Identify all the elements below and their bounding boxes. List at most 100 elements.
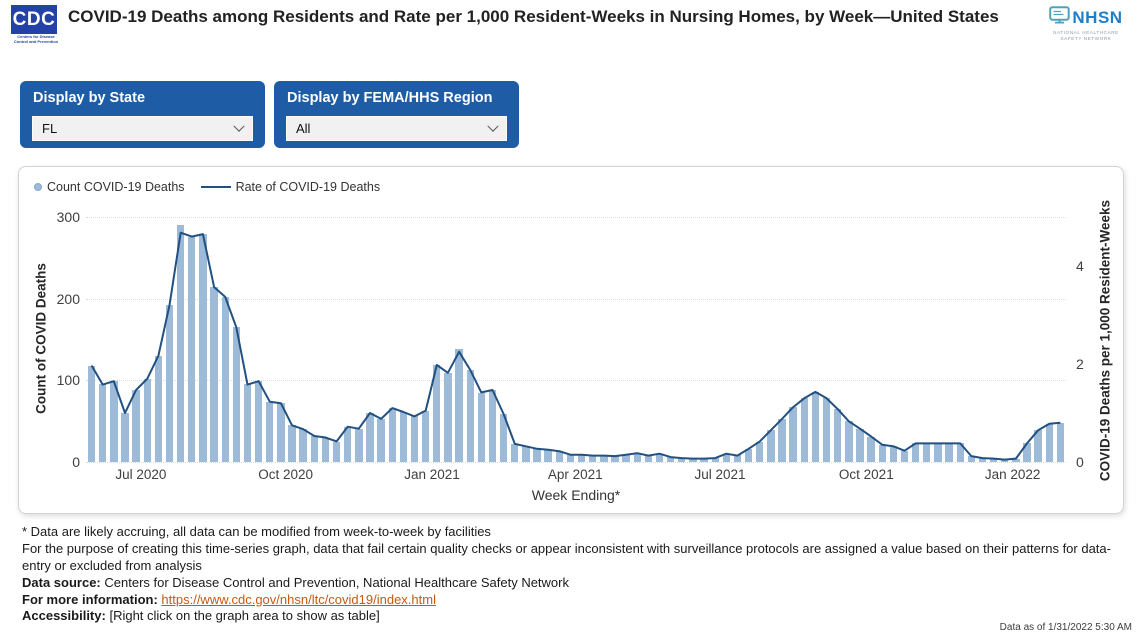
bar-week-2/28/2021[interactable] (522, 446, 530, 462)
bar-week-7/26/2020[interactable] (176, 225, 185, 462)
bar-week-11/14/2021[interactable] (934, 443, 942, 462)
bar-week-5/30/2021[interactable] (666, 457, 675, 462)
bar-week-3/28/2021[interactable] (566, 454, 575, 462)
bar-week-12/6/2020[interactable] (388, 408, 396, 462)
bar-week-11/1/2020[interactable] (332, 441, 341, 462)
bar-week-1/17/2021[interactable] (455, 349, 463, 462)
bar-week-8/29/2021[interactable] (811, 391, 820, 462)
bar-week-8/15/2021[interactable] (789, 407, 797, 462)
bar-week-1/23/2022[interactable] (1045, 423, 1053, 462)
bar-week-6/28/2020[interactable] (132, 390, 140, 462)
bar-week-9/20/2020[interactable] (266, 401, 274, 462)
region-dropdown[interactable]: All (286, 116, 507, 141)
bar-week-5/31/2020[interactable] (87, 365, 96, 462)
bar-week-7/5/2020[interactable] (143, 378, 151, 462)
gridline (86, 298, 1066, 300)
bar-week-4/11/2021[interactable] (589, 455, 597, 462)
bar-week-5/9/2021[interactable] (633, 453, 641, 462)
bar-week-5/16/2021[interactable] (644, 455, 653, 462)
bar-week-10/25/2020[interactable] (321, 437, 330, 462)
bar-week-10/11/2020[interactable] (299, 429, 307, 462)
bar-week-9/6/2020[interactable] (243, 384, 252, 462)
bar-week-6/21/2020[interactable] (121, 413, 129, 462)
bar-week-11/21/2021[interactable] (945, 443, 953, 462)
bar-week-10/4/2020[interactable] (288, 425, 296, 462)
bar-week-4/4/2021[interactable] (577, 454, 586, 462)
bar-week-1/24/2021[interactable] (466, 369, 474, 462)
bar-week-10/3/2021[interactable] (867, 436, 875, 462)
bar-week-1/31/2021[interactable] (477, 392, 486, 462)
bar-week-4/25/2021[interactable] (611, 456, 619, 462)
bar-week-10/24/2021[interactable] (900, 450, 909, 462)
x-axis-tick: Jan 2021 (404, 467, 460, 482)
bar-week-3/21/2021[interactable] (555, 451, 563, 462)
bar-week-3/7/2021[interactable] (533, 448, 541, 462)
bar-week-11/7/2021[interactable] (923, 443, 931, 462)
bar-week-6/13/2021[interactable] (689, 458, 697, 462)
rate-line[interactable] (90, 231, 1061, 461)
bar-week-12/19/2021[interactable] (989, 458, 998, 462)
bar-week-12/27/2020[interactable] (421, 410, 430, 462)
bar-week-7/19/2020[interactable] (165, 305, 174, 462)
footnote-accessibility: Accessibility: [Right click on the graph… (22, 608, 1128, 625)
bar-week-7/12/2020[interactable] (154, 355, 163, 462)
bar-week-6/14/2020[interactable] (110, 381, 118, 462)
bar-week-8/16/2020[interactable] (210, 287, 218, 462)
rate-series-swatch-icon (200, 186, 231, 188)
bar-week-1/16/2022[interactable] (1034, 430, 1042, 462)
bar-week-7/4/2021[interactable] (722, 453, 731, 462)
bar-week-2/21/2021[interactable] (511, 444, 519, 462)
bar-week-9/19/2021[interactable] (845, 421, 853, 462)
bar-week-11/29/2020[interactable] (377, 418, 385, 462)
bar-week-1/2/2022[interactable] (1012, 458, 1020, 462)
bar-week-8/8/2021[interactable] (778, 418, 786, 462)
bar-week-10/18/2020[interactable] (310, 435, 318, 462)
more-info-link[interactable]: https://www.cdc.gov/nhsn/ltc/covid19/ind… (161, 591, 436, 607)
bar-week-1/30/2022[interactable] (1056, 422, 1065, 462)
bar-week-7/25/2021[interactable] (756, 441, 764, 462)
bar-week-1/9/2022[interactable] (1023, 443, 1031, 462)
bar-week-8/2/2020[interactable] (188, 236, 196, 462)
bar-week-1/10/2021[interactable] (444, 372, 452, 462)
chart-card[interactable]: Count COVID-19 Deaths Rate of COVID-19 D… (18, 166, 1124, 514)
bar-week-6/6/2021[interactable] (678, 457, 686, 462)
bar-week-2/7/2021[interactable] (488, 390, 497, 462)
bar-week-1/3/2021[interactable] (433, 364, 441, 462)
bar-week-12/26/2021[interactable] (1001, 459, 1009, 462)
bar-week-6/7/2020[interactable] (99, 384, 107, 462)
bar-week-9/12/2021[interactable] (834, 408, 842, 462)
bar-week-8/30/2020[interactable] (232, 327, 241, 462)
bar-week-10/10/2021[interactable] (878, 444, 886, 462)
bar-week-12/12/2021[interactable] (978, 457, 987, 462)
bar-week-11/15/2020[interactable] (355, 428, 363, 462)
bar-week-12/20/2020[interactable] (410, 416, 419, 462)
bar-week-10/31/2021[interactable] (911, 443, 920, 462)
region-filter-label: Display by FEMA/HHS Region (287, 90, 493, 106)
bar-week-12/13/2020[interactable] (399, 412, 408, 462)
bar-week-8/9/2020[interactable] (199, 234, 207, 462)
bar-week-11/28/2021[interactable] (956, 443, 964, 462)
bar-week-8/1/2021[interactable] (767, 430, 775, 462)
bar-week-11/8/2020[interactable] (344, 426, 352, 462)
bar-week-9/5/2021[interactable] (822, 398, 831, 462)
bar-week-7/18/2021[interactable] (744, 448, 753, 462)
bar-week-11/22/2020[interactable] (366, 413, 374, 462)
gridline (86, 380, 1066, 382)
bar-week-9/26/2021[interactable] (856, 428, 864, 462)
bar-week-5/2/2021[interactable] (622, 454, 630, 462)
bar-week-12/5/2021[interactable] (967, 456, 976, 462)
bar-week-9/13/2020[interactable] (254, 381, 263, 462)
bar-week-9/27/2020[interactable] (277, 403, 285, 462)
state-dropdown[interactable]: FL (32, 116, 253, 141)
plot-area[interactable]: 0 100 200 300 0 2 4 (57, 209, 1084, 470)
bar-week-6/27/2021[interactable] (711, 457, 719, 462)
bar-week-10/17/2021[interactable] (889, 446, 898, 462)
bar-week-8/23/2020[interactable] (221, 297, 229, 462)
bar-week-2/14/2021[interactable] (499, 413, 508, 462)
bar-week-7/11/2021[interactable] (733, 455, 742, 462)
bar-week-3/14/2021[interactable] (544, 449, 552, 462)
bar-week-8/22/2021[interactable] (800, 398, 808, 462)
bar-week-5/23/2021[interactable] (655, 453, 664, 462)
bar-week-4/18/2021[interactable] (600, 455, 608, 462)
bar-week-6/20/2021[interactable] (700, 458, 708, 462)
